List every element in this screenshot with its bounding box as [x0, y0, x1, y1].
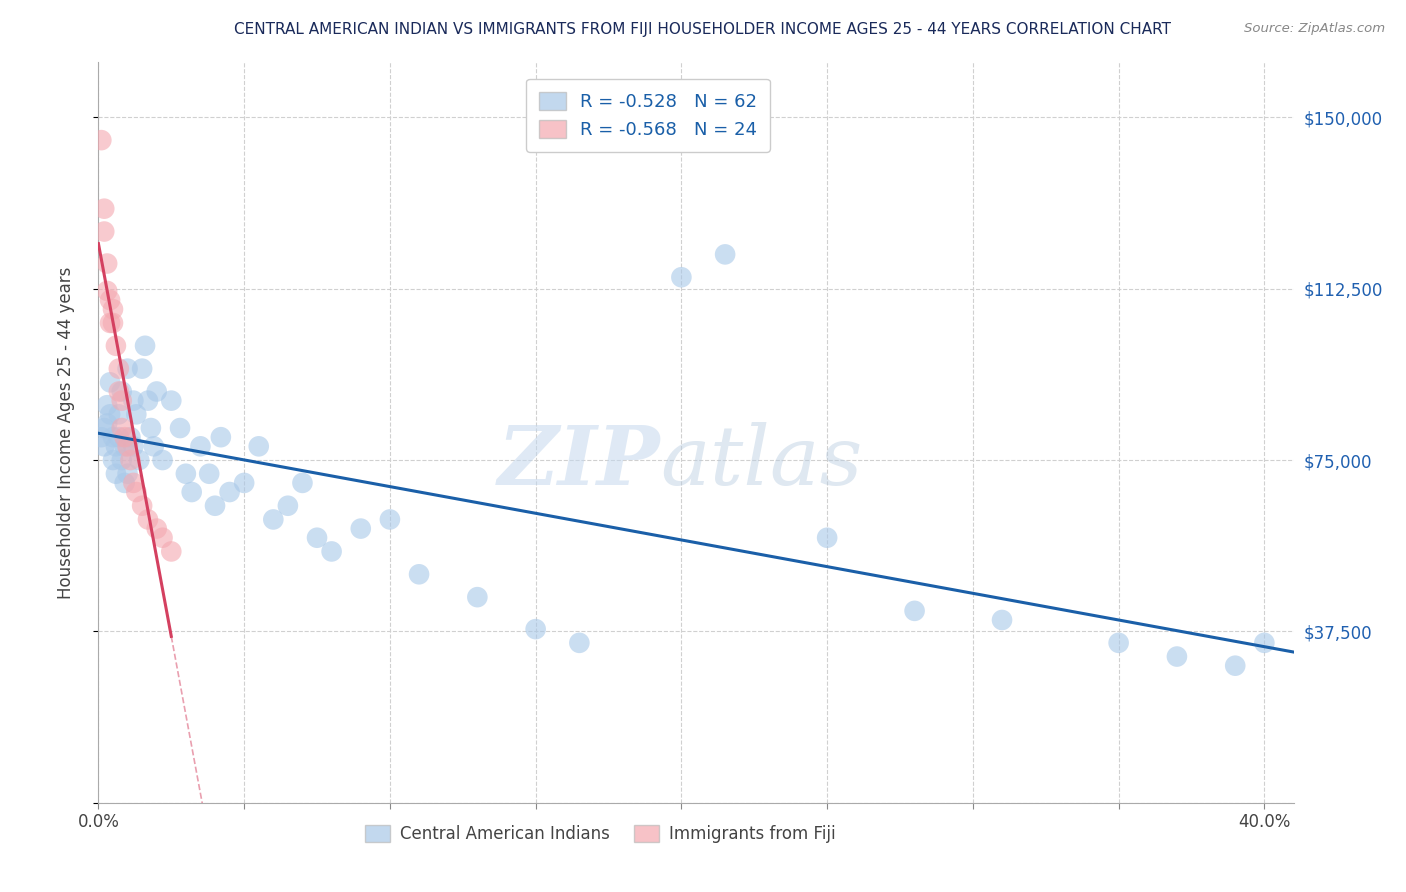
Point	[120, 430, 142, 444]
Point	[90, 133, 112, 147]
Point	[128, 453, 150, 467]
Point	[122, 393, 145, 408]
Point	[93, 421, 115, 435]
Point	[120, 453, 142, 467]
Point	[90, 430, 112, 444]
Point	[111, 453, 134, 467]
Point	[180, 485, 202, 500]
Text: ZIP: ZIP	[498, 422, 661, 502]
Point	[101, 302, 124, 317]
Legend: Central American Indians, Immigrants from Fiji: Central American Indians, Immigrants fro…	[359, 819, 842, 850]
Point	[209, 430, 232, 444]
Y-axis label: Householder Income Ages 25 - 44 years: Householder Income Ages 25 - 44 years	[56, 267, 75, 599]
Point	[903, 604, 925, 618]
Point	[190, 439, 212, 453]
Point	[145, 384, 167, 399]
Point	[568, 636, 591, 650]
Point	[104, 467, 127, 481]
Point	[111, 393, 134, 408]
Point	[152, 453, 174, 467]
Point	[108, 408, 131, 422]
Point	[233, 475, 256, 490]
Point	[104, 439, 127, 453]
Point	[136, 512, 159, 526]
Point	[160, 544, 183, 558]
Point	[467, 590, 489, 604]
Point	[96, 284, 118, 298]
Point	[1225, 658, 1247, 673]
Point	[671, 270, 693, 285]
Point	[198, 467, 221, 481]
Point	[160, 393, 183, 408]
Point	[122, 439, 145, 453]
Point	[93, 202, 115, 216]
Point	[131, 361, 153, 376]
Text: atlas: atlas	[661, 422, 862, 502]
Point	[524, 622, 547, 636]
Point	[125, 485, 148, 500]
Point	[277, 499, 299, 513]
Point	[321, 544, 343, 558]
Point	[991, 613, 1014, 627]
Text: Source: ZipAtlas.com: Source: ZipAtlas.com	[1244, 22, 1385, 36]
Point	[139, 421, 162, 435]
Point	[114, 430, 136, 444]
Point	[218, 485, 240, 500]
Point	[96, 417, 118, 431]
Point	[305, 531, 328, 545]
Point	[108, 384, 131, 399]
Point	[111, 384, 134, 399]
Point	[101, 316, 124, 330]
Point	[204, 499, 226, 513]
Point	[174, 467, 197, 481]
Point	[114, 439, 136, 453]
Point	[98, 293, 121, 307]
Text: CENTRAL AMERICAN INDIAN VS IMMIGRANTS FROM FIJI HOUSEHOLDER INCOME AGES 25 - 44 : CENTRAL AMERICAN INDIAN VS IMMIGRANTS FR…	[235, 22, 1171, 37]
Point	[378, 512, 401, 526]
Point	[93, 225, 115, 239]
Point	[152, 531, 174, 545]
Point	[111, 421, 134, 435]
Point	[131, 499, 153, 513]
Point	[114, 475, 136, 490]
Point	[262, 512, 284, 526]
Point	[108, 361, 131, 376]
Point	[98, 376, 121, 390]
Point	[1253, 636, 1275, 650]
Point	[714, 247, 737, 261]
Point	[117, 439, 139, 453]
Point	[247, 439, 270, 453]
Point	[108, 430, 131, 444]
Point	[122, 475, 145, 490]
Point	[117, 361, 139, 376]
Point	[98, 316, 121, 330]
Point	[145, 522, 167, 536]
Point	[117, 467, 139, 481]
Point	[350, 522, 373, 536]
Point	[1166, 649, 1188, 664]
Point	[104, 339, 127, 353]
Point	[291, 475, 314, 490]
Point	[96, 398, 118, 412]
Point	[98, 408, 121, 422]
Point	[101, 453, 124, 467]
Point	[408, 567, 430, 582]
Point	[134, 339, 156, 353]
Point	[125, 408, 148, 422]
Point	[815, 531, 838, 545]
Point	[136, 393, 159, 408]
Point	[1108, 636, 1130, 650]
Point	[93, 439, 115, 453]
Point	[96, 256, 118, 270]
Point	[101, 430, 124, 444]
Point	[142, 439, 165, 453]
Point	[169, 421, 191, 435]
